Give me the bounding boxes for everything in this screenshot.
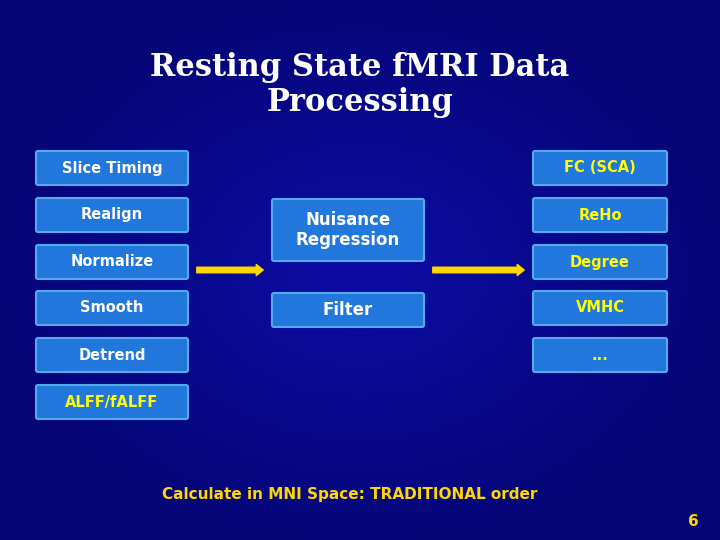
Text: Calculate in MNI Space: TRADITIONAL order: Calculate in MNI Space: TRADITIONAL orde… [162, 488, 538, 503]
Text: 6: 6 [688, 515, 698, 530]
FancyBboxPatch shape [533, 338, 667, 372]
Text: Smooth: Smooth [81, 300, 144, 315]
Text: ReHo: ReHo [578, 207, 622, 222]
Text: ...: ... [592, 348, 608, 362]
FancyBboxPatch shape [36, 151, 188, 185]
FancyBboxPatch shape [533, 151, 667, 185]
FancyBboxPatch shape [36, 245, 188, 279]
FancyBboxPatch shape [533, 245, 667, 279]
FancyBboxPatch shape [36, 385, 188, 419]
Text: Normalize: Normalize [71, 254, 153, 269]
Text: Realign: Realign [81, 207, 143, 222]
FancyBboxPatch shape [272, 199, 424, 261]
Text: Filter: Filter [323, 301, 373, 319]
FancyBboxPatch shape [272, 293, 424, 327]
Text: ALFF/fALFF: ALFF/fALFF [66, 395, 158, 409]
FancyBboxPatch shape [36, 338, 188, 372]
FancyBboxPatch shape [533, 291, 667, 325]
Text: Detrend: Detrend [78, 348, 145, 362]
FancyBboxPatch shape [533, 198, 667, 232]
Text: FC (SCA): FC (SCA) [564, 160, 636, 176]
Text: Nuisance
Regression: Nuisance Regression [296, 211, 400, 249]
FancyBboxPatch shape [36, 291, 188, 325]
Text: VMHC: VMHC [575, 300, 624, 315]
Text: Degree: Degree [570, 254, 630, 269]
FancyBboxPatch shape [36, 198, 188, 232]
Text: Resting State fMRI Data
Processing: Resting State fMRI Data Processing [150, 52, 570, 118]
Text: Slice Timing: Slice Timing [62, 160, 162, 176]
